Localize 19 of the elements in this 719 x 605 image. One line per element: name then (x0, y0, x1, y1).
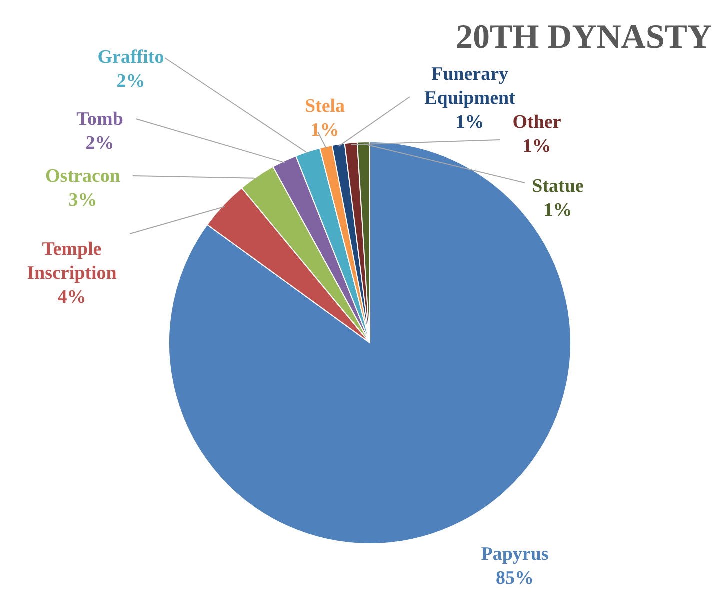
data-label: 1% (544, 200, 572, 221)
data-label: 2% (116, 71, 146, 92)
slice-label: Temple Inscription (27, 239, 118, 284)
slice-label: Tomb (76, 109, 124, 130)
slice-label: Stela (304, 96, 346, 117)
data-label: 85% (496, 568, 534, 589)
slice-label: Ostracon (46, 166, 121, 187)
slice-label: Statue (532, 176, 584, 197)
slice-label: Papyrus (481, 544, 549, 565)
data-label: 1% (522, 136, 552, 157)
data-label: 3% (68, 190, 98, 211)
slice-label: Graffito (98, 47, 164, 68)
data-label: 4% (58, 287, 86, 308)
data-label: 1% (310, 120, 340, 141)
data-label: 1% (456, 112, 484, 133)
slice-label: Other (512, 112, 562, 133)
slice-label: Funerary Equipment (424, 64, 516, 109)
data-label: 2% (86, 133, 114, 154)
chart-title: 20TH DYNASTY (456, 19, 712, 56)
